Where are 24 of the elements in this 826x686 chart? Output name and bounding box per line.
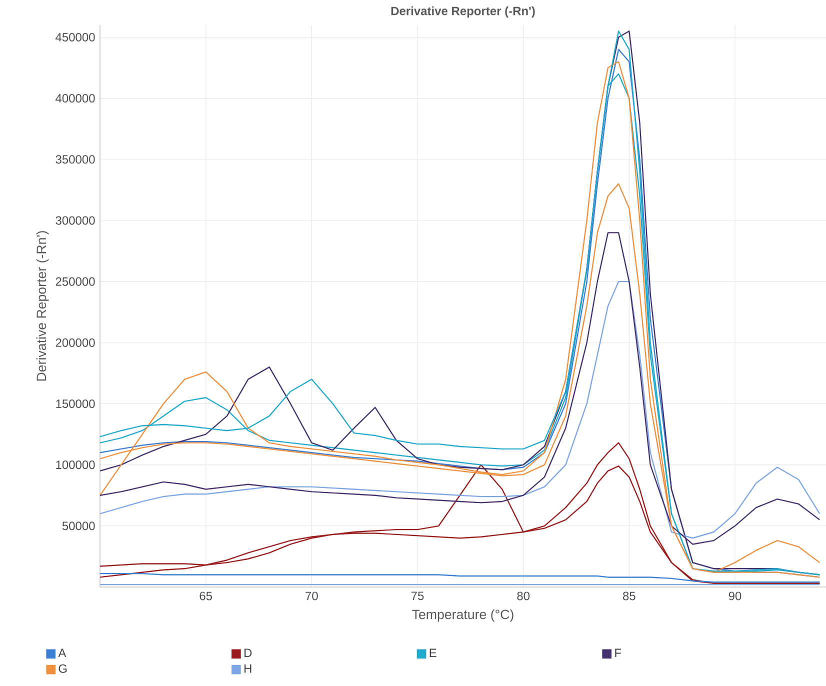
- y-tick-label: 300000: [56, 216, 95, 225]
- y-tick-label: 200000: [56, 338, 95, 347]
- legend-label: A: [58, 648, 66, 658]
- x-tick-label: 65: [200, 592, 212, 600]
- chart-title: Derivative Reporter (-Rn'): [391, 6, 535, 18]
- legend-label: H: [244, 664, 252, 673]
- y-tick-label: 400000: [56, 94, 95, 103]
- y-tick-label: 100000: [56, 460, 95, 470]
- y-tick-label: 450000: [56, 32, 95, 42]
- legend-label: G: [58, 664, 67, 673]
- x-tick-label: 90: [728, 592, 742, 600]
- x-tick-label: 85: [623, 592, 636, 600]
- y-tick-label: 150000: [56, 399, 95, 408]
- y-tick-label: 350000: [56, 155, 95, 164]
- y-axis-title: Derivative Reporter (-Rn'): [36, 231, 49, 381]
- y-tick-label: 250000: [56, 277, 95, 286]
- x-tick-label: 80: [517, 592, 530, 600]
- x-axis-title: Temperature (°C): [412, 609, 514, 622]
- legend-label: D: [244, 648, 252, 658]
- y-tick-label: 50000: [62, 522, 95, 530]
- x-tick-label: 70: [306, 592, 318, 600]
- x-tick-label: 75: [411, 592, 424, 600]
- legend-label: F: [615, 648, 622, 658]
- legend-label: E: [430, 648, 436, 658]
